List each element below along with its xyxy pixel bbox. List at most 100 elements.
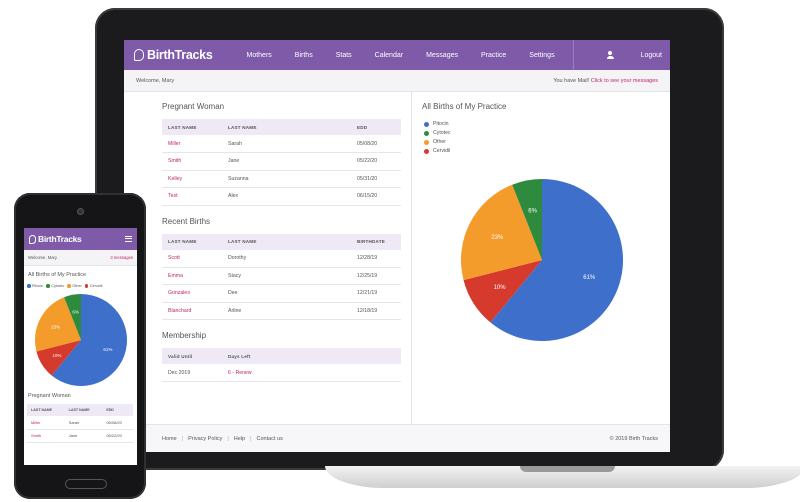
footer-link-contact[interactable]: Contact us <box>256 435 283 442</box>
legend-label: Pitocin <box>32 284 44 288</box>
table-row[interactable]: Emma Stacy 12/25/19 <box>162 267 401 285</box>
pie-slice-other[interactable] <box>35 297 81 352</box>
mother-name-link[interactable]: Smith <box>162 152 222 171</box>
mobile-chart-title: All Births of My Practice <box>28 272 87 278</box>
column-header[interactable]: EDD <box>102 404 133 416</box>
legend-item[interactable]: Cytotec <box>424 130 660 136</box>
legend-swatch <box>27 284 31 288</box>
legend-swatch <box>46 284 50 288</box>
first-name: Stacy <box>222 267 351 285</box>
nav-settings[interactable]: Settings <box>529 51 555 59</box>
legend-item[interactable]: Other <box>424 139 660 145</box>
legend-item[interactable]: Cervidil <box>84 284 103 288</box>
table-row[interactable]: Blanchard Arline 12/18/19 <box>162 302 401 320</box>
legend-item[interactable]: Pitocin <box>424 121 660 127</box>
logout-button[interactable]: Logout <box>584 51 662 59</box>
mobile-brand-logo[interactable]: BirthTracks <box>29 234 82 244</box>
legend-label: Cervidil <box>433 148 451 154</box>
renew-link[interactable]: 6 - Renew <box>222 364 401 382</box>
table-row[interactable]: Miller Sarah 05/08/20 <box>27 416 133 430</box>
birth-name-link[interactable]: Blanchard <box>162 302 222 320</box>
table-row[interactable]: Kelley Suzanna 05/31/20 <box>162 170 401 188</box>
pie-slice-cytotec[interactable] <box>512 179 542 260</box>
tables-column: Pregnant Woman LAST NAME LAST NAME EDD M… <box>124 92 412 424</box>
nav-births[interactable]: Births <box>294 51 313 59</box>
footer-link-privacy[interactable]: Privacy Policy <box>188 435 223 442</box>
messages-link[interactable]: Click to see your messages <box>590 77 658 84</box>
membership-title: Membership <box>162 331 207 340</box>
pie-slice-cervidil[interactable] <box>463 260 542 323</box>
mother-name-link[interactable]: Test <box>162 187 222 206</box>
logout-label: Logout <box>640 51 662 59</box>
column-header[interactable]: LAST NAME <box>162 119 222 135</box>
mother-name-link[interactable]: Miller <box>162 135 222 153</box>
pie-chart: 61% 10% 23% 6% <box>461 179 623 341</box>
mobile-messages-link[interactable]: 3 messages <box>110 255 133 260</box>
birth-name-link[interactable]: Gonzales <box>162 284 222 303</box>
mobile-welcome-bar: Welcome, Mary 3 messages <box>24 250 137 266</box>
legend-item[interactable]: Other <box>67 284 82 288</box>
birth-name-link[interactable]: Emma <box>162 267 222 285</box>
table-row: Dec 2019 6 - Renew <box>162 364 401 382</box>
column-header[interactable]: LAST NAME <box>27 404 65 416</box>
nav-practice[interactable]: Practice <box>480 51 507 59</box>
legend-item[interactable]: Pitocin <box>27 284 43 288</box>
mother-name-link[interactable]: Smith <box>27 429 65 443</box>
pie-slice-pitocin[interactable] <box>490 179 623 341</box>
brand-logo[interactable]: BirthTracks <box>134 48 213 62</box>
table-row[interactable]: Smith Jane 05/22/20 <box>27 429 133 443</box>
pie-slice-other[interactable] <box>461 184 542 281</box>
pie-slice-cytotec[interactable] <box>64 294 81 340</box>
mobile-chart-legend: Pitocin Cytotec Other Cervidil <box>27 284 137 288</box>
table-row[interactable]: Miller Sarah 05/08/20 <box>162 135 401 153</box>
hamburger-menu-icon[interactable] <box>125 236 132 242</box>
legend-label: Pitocin <box>433 121 449 127</box>
nav-calendar[interactable]: Calendar <box>374 51 404 59</box>
table-row[interactable]: Test Alex 06/15/20 <box>162 187 401 206</box>
edd-value: 05/22/20 <box>102 429 133 443</box>
laptop-notch <box>520 466 615 472</box>
column-header[interactable]: LAST NAME <box>222 233 351 250</box>
birthdate-value: 12/28/19 <box>351 249 401 268</box>
legend-label: Cervidil <box>89 284 103 288</box>
desktop-app: BirthTracks Mothers Births Stats Calenda… <box>124 40 670 452</box>
nav-stats[interactable]: Stats <box>335 51 352 59</box>
column-header[interactable]: LAST NAME <box>162 233 222 250</box>
birth-name-link[interactable]: Scott <box>162 249 222 268</box>
first-name: Jane <box>64 429 103 443</box>
home-button[interactable] <box>65 479 107 489</box>
births-table: LAST NAME LAST NAME BIRTHDATE Scott Doro… <box>162 233 401 321</box>
legend-item[interactable]: Cervidil <box>424 148 660 154</box>
birthdate-value: 12/25/19 <box>351 267 401 285</box>
table-row[interactable]: Gonzales Dee 12/21/19 <box>162 284 401 303</box>
legend-item[interactable]: Cytotec <box>46 284 64 288</box>
valid-until-value: Dec 2019 <box>162 364 222 382</box>
pie-slice-label: 23% <box>51 325 60 330</box>
pie-slice-pitocin[interactable] <box>51 294 128 386</box>
column-header[interactable]: BIRTHDATE <box>351 233 401 250</box>
legend-swatch <box>424 139 429 145</box>
table-row[interactable]: Smith Jane 05/22/20 <box>162 152 401 171</box>
pie-slice-cervidil[interactable] <box>36 340 81 376</box>
column-header[interactable]: LAST NAME <box>64 404 103 416</box>
first-name: Jane <box>222 152 351 171</box>
welcome-text: Welcome, Mary <box>136 77 175 84</box>
column-header[interactable]: LAST NAME <box>222 119 351 135</box>
mail-prefix: You have Mail! <box>553 77 590 84</box>
mobile-navbar: BirthTracks <box>24 228 137 250</box>
nav-messages[interactable]: Messages <box>426 51 458 59</box>
table-row[interactable]: Scott Dorothy 12/28/19 <box>162 249 401 268</box>
legend-swatch <box>424 121 429 127</box>
legend-label: Other <box>72 284 82 288</box>
nav-mothers[interactable]: Mothers <box>246 51 272 59</box>
column-header[interactable]: EDD <box>351 119 401 135</box>
footer-link-help[interactable]: Help <box>233 435 246 442</box>
mother-name-link[interactable]: Miller <box>27 416 65 430</box>
mobile-app: BirthTracks Welcome, Mary 3 messages All… <box>24 228 137 465</box>
footer-link-home[interactable]: Home <box>162 435 177 442</box>
first-name: Arline <box>222 302 351 320</box>
mother-name-link[interactable]: Kelley <box>162 170 222 188</box>
mail-notice: You have Mail! Click to see your message… <box>553 78 658 84</box>
birthdate-value: 12/18/19 <box>351 302 401 320</box>
